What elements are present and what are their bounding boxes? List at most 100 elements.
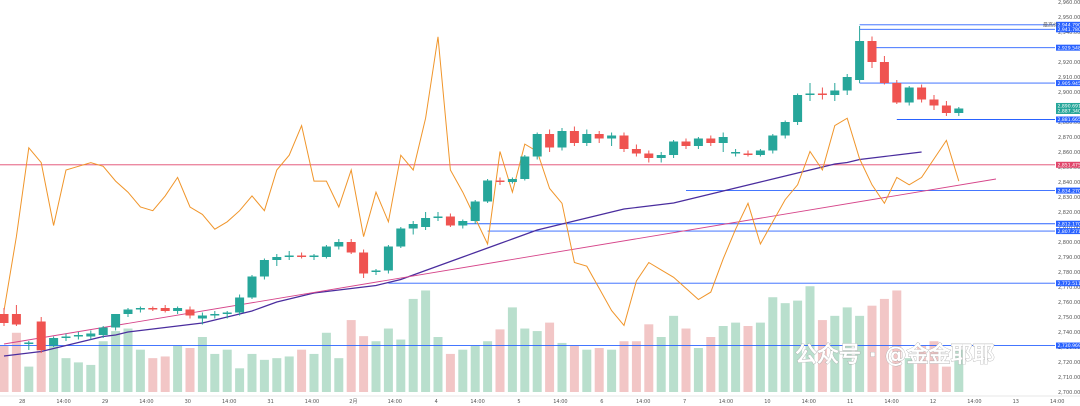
moving-average-line <box>3 151 922 357</box>
volume-bar <box>470 345 480 392</box>
volume-bar <box>867 305 877 392</box>
time-tick-label: 29 <box>102 399 108 405</box>
volume-bar <box>346 320 356 392</box>
price-axis-background <box>1055 0 1080 406</box>
volume-bar <box>731 322 741 392</box>
time-tick-label: 14:00 <box>56 399 70 405</box>
candle-body <box>855 41 865 80</box>
current-price-tag <box>1056 107 1080 114</box>
candle-body <box>0 314 9 323</box>
candle-body <box>557 131 567 148</box>
volume-bar <box>135 349 145 392</box>
volume-bar <box>644 324 654 392</box>
candle-body <box>49 338 59 346</box>
time-tick-label: 14:00 <box>553 399 567 405</box>
candle-body <box>867 41 877 62</box>
candle-body <box>582 134 592 143</box>
time-tick-label: 12 <box>930 399 936 405</box>
time-tick-label: 14:00 <box>719 399 733 405</box>
volume-bar <box>173 345 183 392</box>
time-tick-label: 14:00 <box>470 399 484 405</box>
candle-body <box>445 216 455 226</box>
candle-body <box>36 321 46 350</box>
candle-body <box>396 228 406 247</box>
price-tick-label: 2,780.000 <box>1058 270 1080 276</box>
candle-body <box>842 77 852 91</box>
volume-bar <box>805 286 815 392</box>
candle-body <box>656 155 666 158</box>
volume-bar <box>830 315 840 392</box>
volume-bar <box>36 331 46 392</box>
level-price-tag <box>1056 161 1080 168</box>
candle-body <box>11 314 21 325</box>
price-tick-label: 2,940.000 <box>1058 30 1080 36</box>
price-tick-label: 2,750.000 <box>1058 315 1080 321</box>
volume-bar <box>98 341 108 392</box>
level-price-label: 2,905.945 <box>1058 81 1080 87</box>
volume-bar <box>718 326 728 392</box>
candle-body <box>359 252 369 274</box>
candle-body <box>185 309 195 316</box>
volume-bar <box>321 332 331 392</box>
volume-bar <box>383 328 393 392</box>
volume-bar <box>483 341 493 392</box>
price-tick-label: 2,950.000 <box>1058 15 1080 21</box>
price-tick-label: 2,790.000 <box>1058 255 1080 261</box>
price-tick-label: 2,880.000 <box>1058 120 1080 126</box>
volume-bar <box>396 339 406 392</box>
level-price-label: 2,730.969 <box>1058 343 1080 349</box>
volume-bar <box>954 349 964 392</box>
candle-body <box>545 134 555 148</box>
time-tick-label: 11 <box>847 399 853 405</box>
time-tick-label: 6 <box>600 399 603 405</box>
volume-bar <box>284 356 294 392</box>
level-price-tag <box>1056 228 1080 235</box>
candle-body <box>197 315 207 319</box>
level-price-label: 2,807.271 <box>1058 229 1080 235</box>
price-tick-label: 2,870.000 <box>1058 135 1080 141</box>
candle-body <box>371 270 381 272</box>
level-price-tag <box>1056 187 1080 194</box>
volume-bar <box>371 341 381 392</box>
price-tick-label: 2,850.000 <box>1058 165 1080 171</box>
volume-bar <box>793 300 803 392</box>
price-tick-label: 2,720.000 <box>1058 360 1080 366</box>
candle-body <box>259 260 269 277</box>
volume-bar <box>929 341 939 392</box>
volume-bar <box>24 366 34 392</box>
candle-body <box>321 246 331 257</box>
volume-bar <box>61 358 71 392</box>
candle-body <box>272 257 282 260</box>
candle-body <box>73 335 83 337</box>
candle-body <box>24 342 34 344</box>
volume-bar <box>433 337 443 392</box>
time-tick-label: 14:00 <box>884 399 898 405</box>
top-marker-label: 最高价 <box>1043 22 1058 29</box>
current-price-label: 2,890.691 <box>1058 104 1080 110</box>
volume-bar <box>904 358 914 392</box>
level-price-label: 2,812.170 <box>1058 221 1080 227</box>
oscillator-series <box>3 36 960 327</box>
candle-body <box>408 224 418 229</box>
time-tick-label: 14:00 <box>967 399 981 405</box>
volume-bar <box>197 337 207 392</box>
time-tick-label: 31 <box>267 399 273 405</box>
level-price-label: 2,944.790 <box>1058 23 1080 29</box>
candle-body <box>619 135 629 149</box>
candle-body <box>210 314 220 316</box>
candle-body <box>780 122 790 136</box>
volume-bar <box>123 328 133 392</box>
volume-bar <box>706 337 716 392</box>
candle-body <box>235 297 245 313</box>
candle-body <box>483 180 493 202</box>
volume-bar <box>49 341 59 392</box>
price-tick-label: 2,860.000 <box>1058 150 1080 156</box>
candle-body <box>284 255 294 257</box>
candle-body <box>644 153 654 158</box>
candle-body <box>631 149 641 154</box>
volume-bar <box>259 359 269 392</box>
price-tick-label: 2,700.000 <box>1058 390 1080 396</box>
volume-bar <box>619 341 629 392</box>
price-tick-label: 2,770.000 <box>1058 285 1080 291</box>
